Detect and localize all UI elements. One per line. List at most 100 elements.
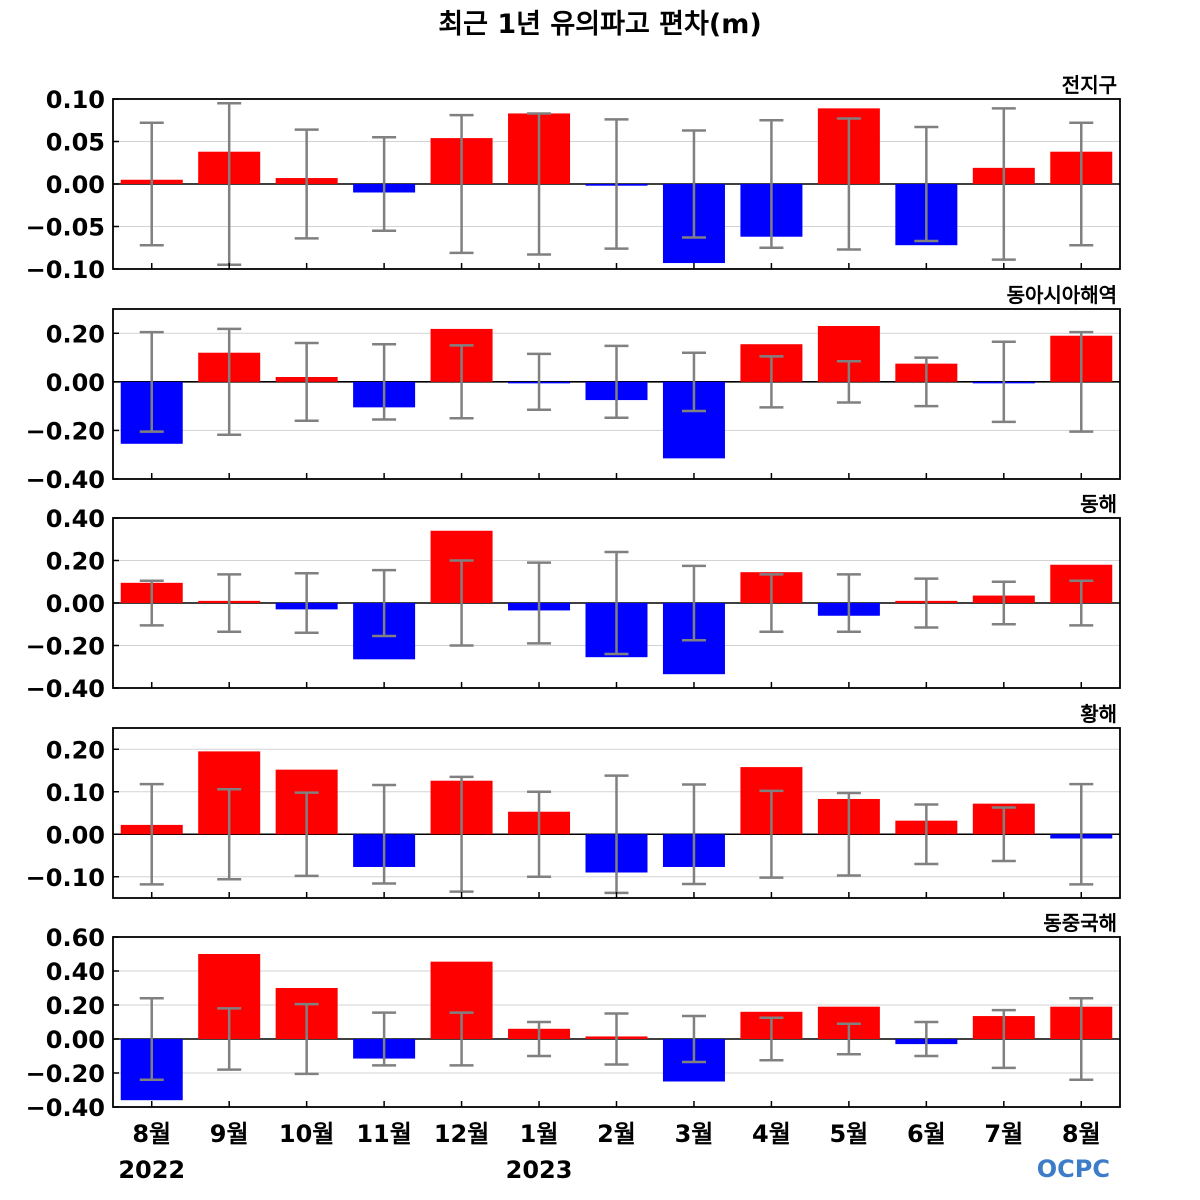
y-tick-label: −0.40 <box>26 466 105 494</box>
panel-2: 동아시아해역 −0.40 −0.20 0.00 0.20 <box>26 283 1121 494</box>
error-bar <box>604 344 629 420</box>
y-tick-label: −0.05 <box>26 214 105 242</box>
y-tick-label: −0.20 <box>26 1060 105 1088</box>
error-bar <box>836 117 861 251</box>
error-bar <box>991 107 1016 261</box>
error-bar <box>1069 996 1094 1082</box>
x-tick-label: 8월 <box>132 1120 171 1148</box>
y-tick-label: 0.20 <box>46 548 105 576</box>
error-bar <box>914 803 939 866</box>
x-tick-label: 8월 <box>1062 1120 1101 1148</box>
error-bar <box>217 573 242 633</box>
y-tick-label: 0.00 <box>46 171 105 199</box>
y-tick-label: 0.00 <box>46 369 105 397</box>
error-bar <box>139 330 164 433</box>
error-bar <box>836 573 861 633</box>
year-label: 2022 <box>118 1156 185 1184</box>
error-bar <box>139 579 164 627</box>
x-tick-label: 7월 <box>984 1120 1023 1148</box>
error-bar <box>1069 330 1094 433</box>
error-bar <box>294 341 319 422</box>
x-tick-label: 4월 <box>752 1120 791 1148</box>
error-bar <box>681 129 706 239</box>
error-bar <box>681 1014 706 1064</box>
panel-title: 전지구 <box>1062 73 1117 97</box>
chart-title: 최근 1년 유의파고 편차(m) <box>438 9 761 40</box>
panel-5: 동중국해 −0.40 −0.20 0.00 0.20 0.40 0.60 <box>26 911 1121 1122</box>
x-tick-label: 10월 <box>279 1120 334 1148</box>
error-bar <box>139 121 164 247</box>
y-tick-label: 0.20 <box>46 992 105 1020</box>
panel-title: 동해 <box>1080 492 1117 516</box>
error-bar <box>1069 579 1094 627</box>
error-bar <box>449 1011 474 1067</box>
error-bar <box>991 1008 1016 1070</box>
error-bar <box>527 561 552 645</box>
error-bar <box>759 1016 784 1062</box>
y-tick-label: 0.00 <box>46 1026 105 1054</box>
y-tick-label: 0.05 <box>46 129 105 157</box>
error-bar <box>372 568 397 638</box>
error-bar <box>449 775 474 893</box>
error-bar <box>681 351 706 413</box>
x-tick-label: 9월 <box>210 1120 249 1148</box>
x-tick-label: 1월 <box>520 1120 559 1148</box>
panel-title: 동아시아해역 <box>1007 283 1117 307</box>
error-bar <box>294 1002 319 1076</box>
y-tick-label: −0.40 <box>26 1094 105 1122</box>
error-bar <box>294 791 319 878</box>
error-bar <box>914 125 939 243</box>
x-tick-label: 5월 <box>829 1120 868 1148</box>
error-bar <box>759 355 784 409</box>
error-bar <box>449 559 474 647</box>
x-tick-label: 6월 <box>907 1120 946 1148</box>
error-bar <box>681 783 706 886</box>
error-bar <box>372 136 397 232</box>
error-bar <box>1069 121 1094 247</box>
error-bar <box>604 1012 629 1066</box>
x-tick-label: 11월 <box>356 1120 411 1148</box>
error-bar <box>372 1011 397 1067</box>
error-bar <box>139 782 164 886</box>
error-bar <box>527 1020 552 1058</box>
error-bar <box>681 564 706 642</box>
error-bar <box>527 352 552 412</box>
error-bar <box>759 789 784 879</box>
y-tick-label: 0.40 <box>46 505 105 533</box>
error-bar <box>217 787 242 881</box>
error-bar <box>372 342 397 421</box>
x-tick-label: 12월 <box>434 1120 489 1148</box>
error-bar <box>836 359 861 404</box>
y-tick-label: 0.20 <box>46 320 105 348</box>
y-tick-label: 0.10 <box>46 779 105 807</box>
error-bar <box>991 340 1016 424</box>
x-tick-label: 3월 <box>675 1120 714 1148</box>
panel-1: 전지구 −0.10 −0.05 0.00 0.05 0.10 <box>26 73 1121 284</box>
error-bar <box>527 112 552 256</box>
error-bar <box>139 996 164 1082</box>
error-bar <box>294 128 319 240</box>
error-bar <box>217 1007 242 1071</box>
error-bar <box>914 1020 939 1058</box>
y-tick-label: −0.10 <box>26 256 105 284</box>
y-tick-label: 0.00 <box>46 821 105 849</box>
panel-title: 황해 <box>1080 702 1117 726</box>
y-tick-label: −0.10 <box>26 864 105 892</box>
error-bar <box>527 790 552 878</box>
error-bar <box>759 573 784 633</box>
y-tick-label: −0.20 <box>26 417 105 445</box>
error-bar <box>836 791 861 877</box>
panel-4: 황해 −0.10 0.00 0.10 0.20 <box>26 702 1121 899</box>
y-tick-label: 0.10 <box>46 86 105 114</box>
error-bar <box>991 580 1016 626</box>
y-tick-label: 0.60 <box>46 924 105 952</box>
error-bar <box>604 118 629 250</box>
error-bar <box>991 806 1016 863</box>
y-tick-label: 0.40 <box>46 958 105 986</box>
chart-panels: 전지구 −0.10 −0.05 0.00 0.05 0.10 동아시아해역 −0.40 −0.2… <box>26 73 1121 1122</box>
error-bar <box>604 550 629 656</box>
error-bar <box>372 783 397 885</box>
year-label: 2023 <box>506 1156 573 1184</box>
panel-title: 동중국해 <box>1043 911 1117 935</box>
